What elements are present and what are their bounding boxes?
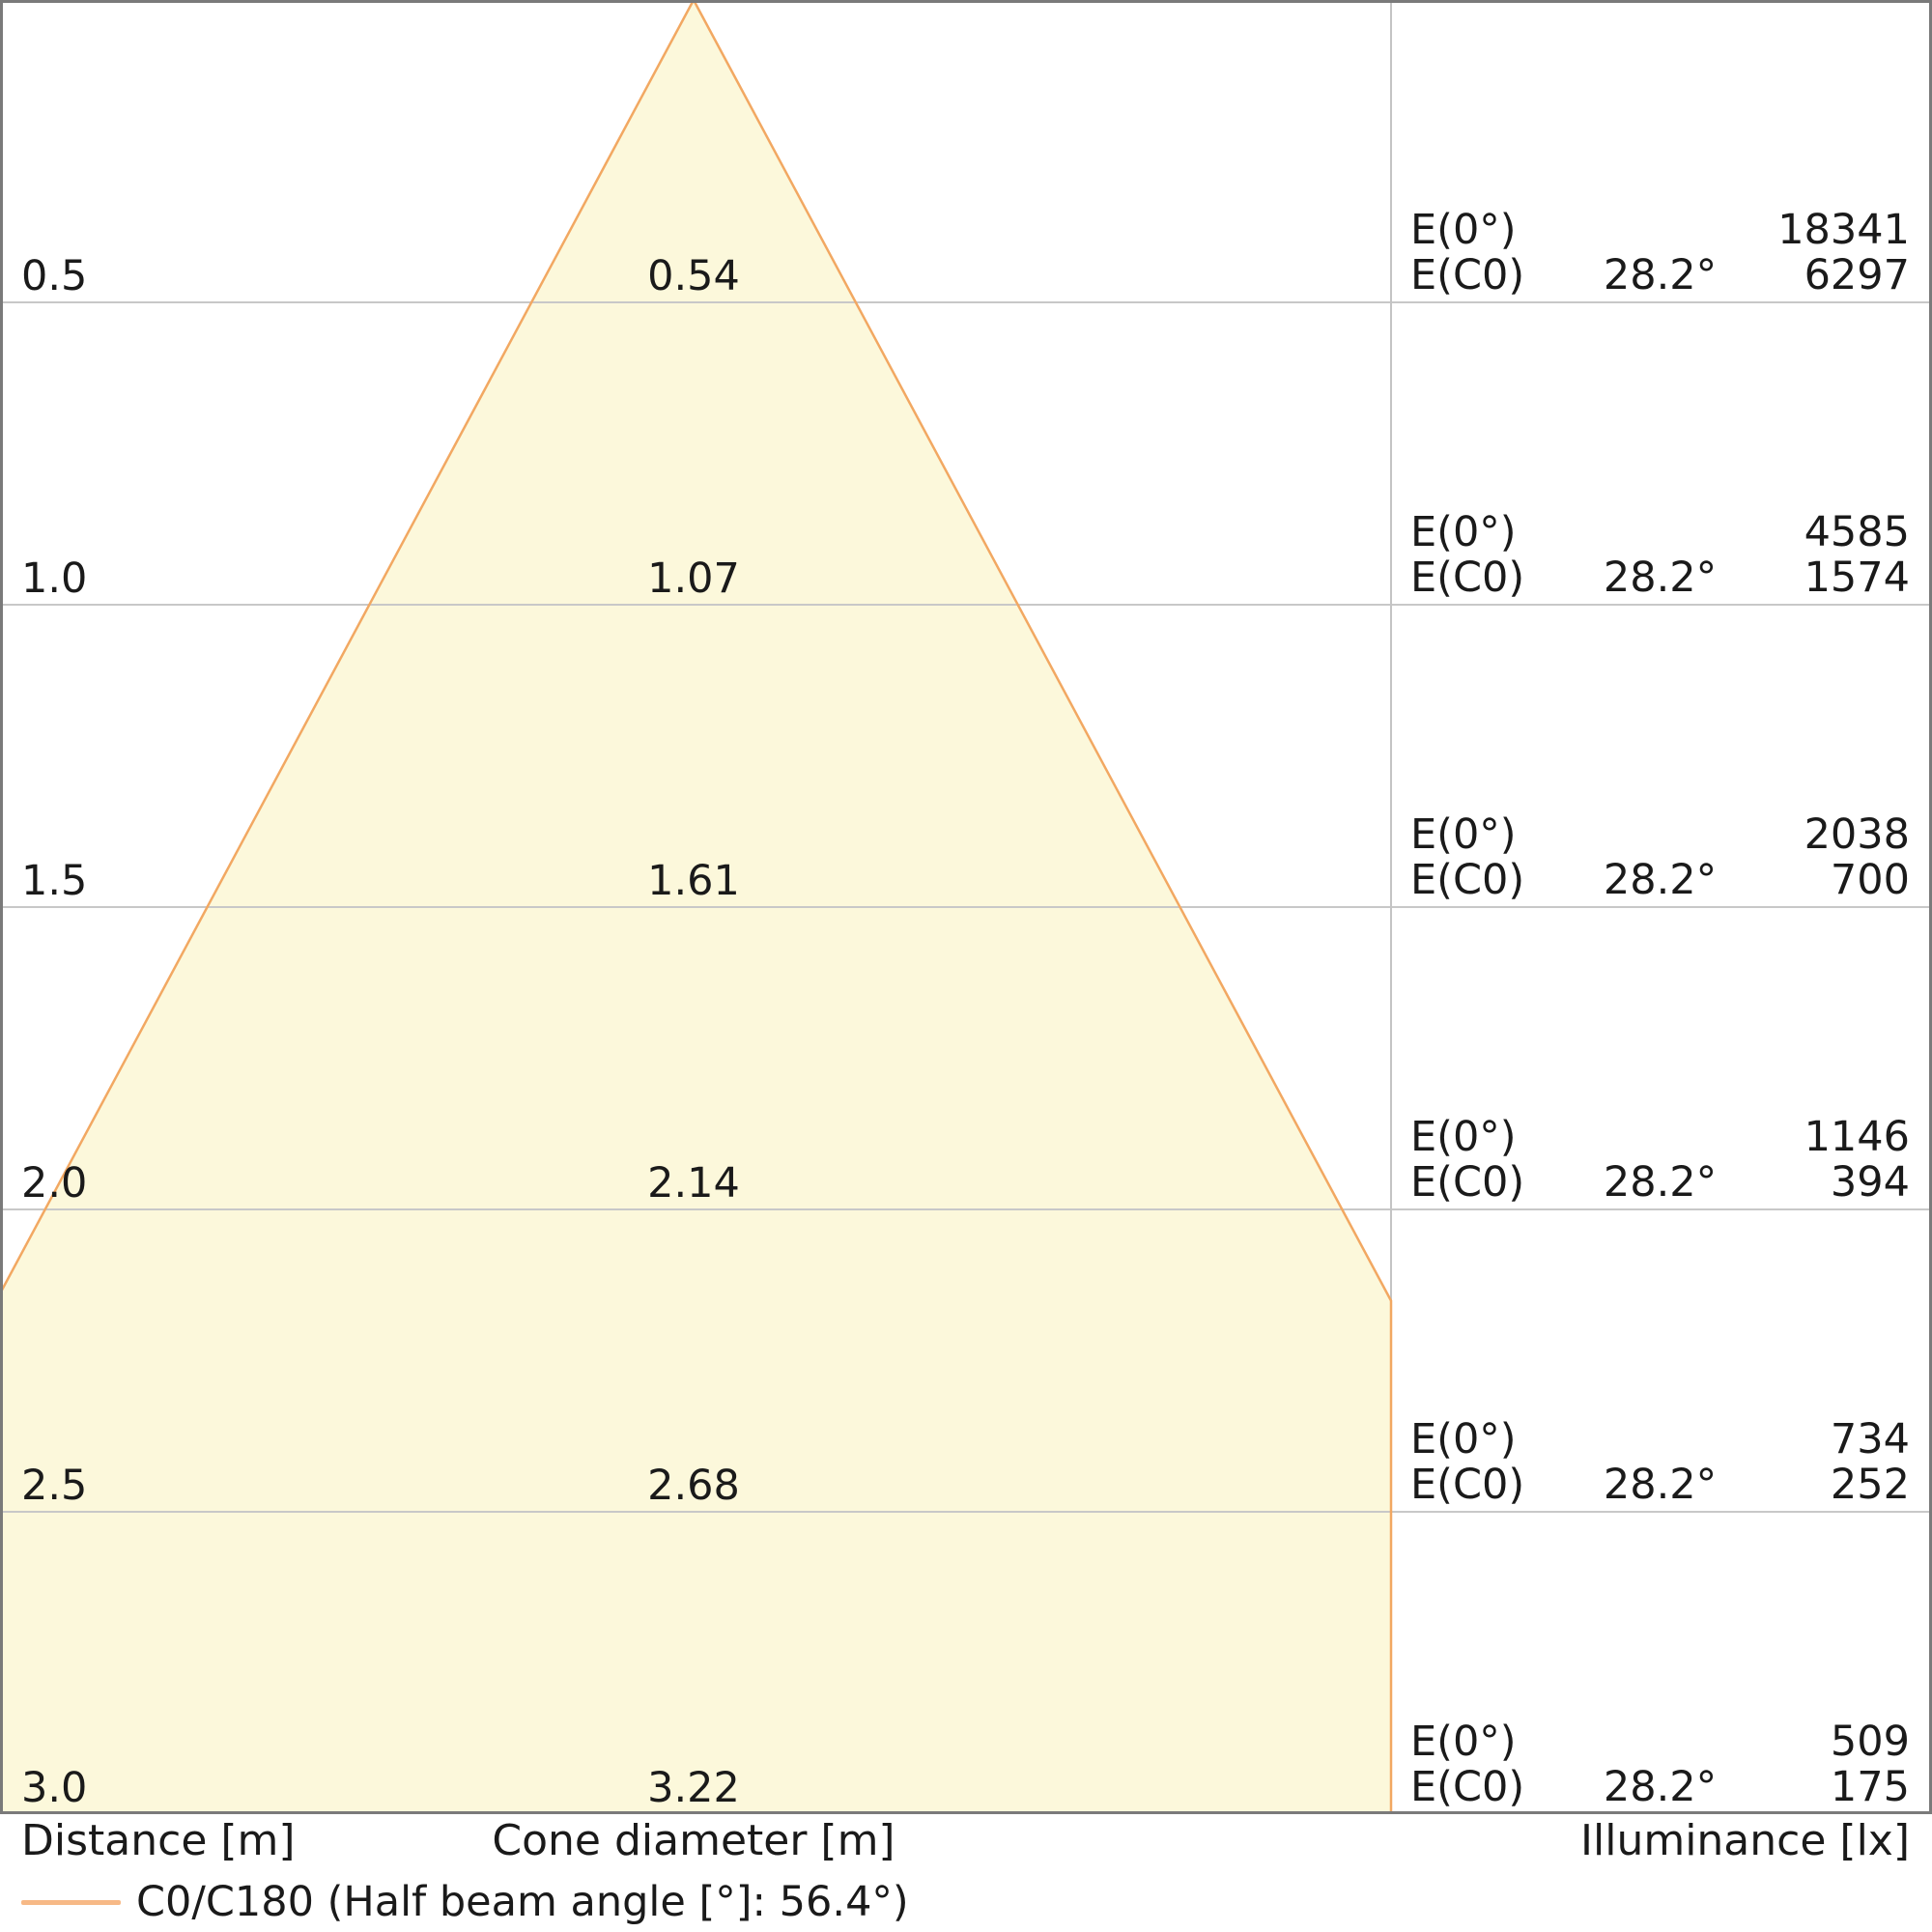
light-cone-outline: [0, 0, 1393, 1814]
x-axis-label-cone-diameter: Cone diameter [m]: [492, 1816, 895, 1865]
gridlines: [0, 301, 1932, 1814]
legend: C0/C180 (Half beam angle [°]: 56.4°): [21, 1876, 909, 1928]
chart-border: [0, 0, 1932, 1814]
light-cone-chart: [0, 0, 1932, 1814]
x-axis-label-illuminance: Illuminance [lx]: [1580, 1816, 1910, 1865]
legend-series-label: C0/C180 (Half beam angle [°]: 56.4°): [136, 1877, 909, 1926]
x-axis-label-distance: Distance [m]: [21, 1816, 296, 1865]
legend-line-swatch: [21, 1899, 121, 1905]
